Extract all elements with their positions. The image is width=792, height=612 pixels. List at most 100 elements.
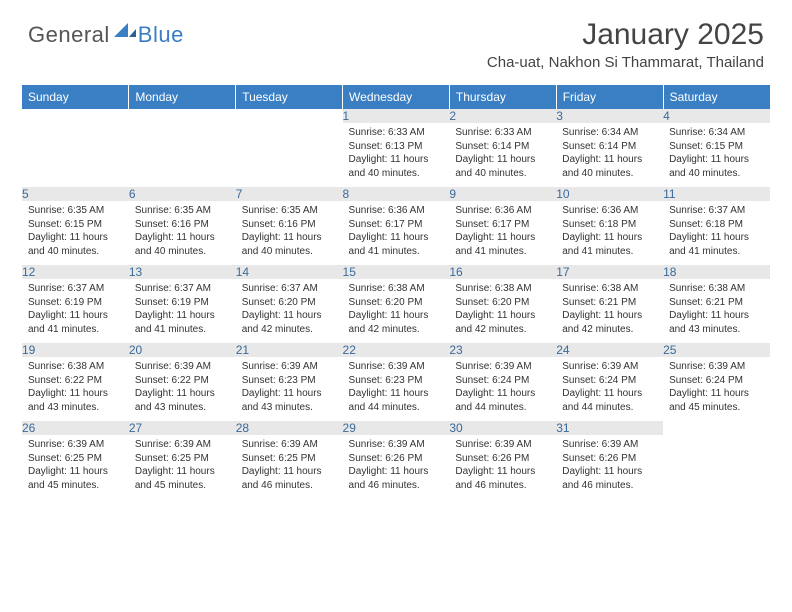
logo: General Blue — [28, 22, 184, 48]
day-cell-7: Sunrise: 6:35 AMSunset: 6:16 PMDaylight:… — [236, 201, 343, 265]
day-header-tuesday: Tuesday — [236, 85, 343, 109]
sunset-line: Sunset: 6:26 PM — [455, 452, 550, 466]
sunrise-line: Sunrise: 6:39 AM — [242, 438, 337, 452]
daylight-line: Daylight: 11 hours and 42 minutes. — [455, 309, 550, 336]
daylight-line: Daylight: 11 hours and 42 minutes. — [562, 309, 657, 336]
sunrise-line: Sunrise: 6:38 AM — [669, 282, 764, 296]
week-content-row: Sunrise: 6:37 AMSunset: 6:19 PMDaylight:… — [22, 279, 770, 343]
sunrise-line: Sunrise: 6:35 AM — [242, 204, 337, 218]
daylight-line: Daylight: 11 hours and 45 minutes. — [135, 465, 230, 492]
sunrise-line: Sunrise: 6:38 AM — [349, 282, 444, 296]
daynum-row: 262728293031 — [22, 421, 770, 435]
sunset-line: Sunset: 6:20 PM — [349, 296, 444, 310]
sunrise-line: Sunrise: 6:36 AM — [562, 204, 657, 218]
daylight-line: Daylight: 11 hours and 43 minutes. — [135, 387, 230, 414]
sunrise-line: Sunrise: 6:37 AM — [135, 282, 230, 296]
day-number-empty — [663, 421, 770, 435]
sunrise-line: Sunrise: 6:39 AM — [455, 360, 550, 374]
day-number-25: 25 — [663, 343, 770, 357]
day-cell-19: Sunrise: 6:38 AMSunset: 6:22 PMDaylight:… — [22, 357, 129, 421]
day-cell-11: Sunrise: 6:37 AMSunset: 6:18 PMDaylight:… — [663, 201, 770, 265]
week-content-row: Sunrise: 6:35 AMSunset: 6:15 PMDaylight:… — [22, 201, 770, 265]
daynum-row: 12131415161718 — [22, 265, 770, 279]
sunset-line: Sunset: 6:16 PM — [135, 218, 230, 232]
sunrise-line: Sunrise: 6:38 AM — [562, 282, 657, 296]
daynum-row: 19202122232425 — [22, 343, 770, 357]
day-number-11: 11 — [663, 187, 770, 201]
sunset-line: Sunset: 6:18 PM — [562, 218, 657, 232]
day-cell-27: Sunrise: 6:39 AMSunset: 6:25 PMDaylight:… — [129, 435, 236, 499]
day-header-thursday: Thursday — [449, 85, 556, 109]
day-number-4: 4 — [663, 109, 770, 123]
daylight-line: Daylight: 11 hours and 41 minutes. — [455, 231, 550, 258]
daylight-line: Daylight: 11 hours and 41 minutes. — [349, 231, 444, 258]
day-number-31: 31 — [556, 421, 663, 435]
sunset-line: Sunset: 6:18 PM — [669, 218, 764, 232]
day-cell-28: Sunrise: 6:39 AMSunset: 6:25 PMDaylight:… — [236, 435, 343, 499]
day-cell-3: Sunrise: 6:34 AMSunset: 6:14 PMDaylight:… — [556, 123, 663, 187]
day-cell-8: Sunrise: 6:36 AMSunset: 6:17 PMDaylight:… — [343, 201, 450, 265]
sunrise-line: Sunrise: 6:39 AM — [135, 438, 230, 452]
daynum-row: 567891011 — [22, 187, 770, 201]
day-number-empty — [236, 109, 343, 123]
day-number-16: 16 — [449, 265, 556, 279]
day-cell-31: Sunrise: 6:39 AMSunset: 6:26 PMDaylight:… — [556, 435, 663, 499]
day-header-friday: Friday — [556, 85, 663, 109]
day-number-18: 18 — [663, 265, 770, 279]
sunset-line: Sunset: 6:17 PM — [349, 218, 444, 232]
day-number-10: 10 — [556, 187, 663, 201]
sunrise-line: Sunrise: 6:34 AM — [562, 126, 657, 140]
sunrise-line: Sunrise: 6:33 AM — [349, 126, 444, 140]
day-number-15: 15 — [343, 265, 450, 279]
day-number-26: 26 — [22, 421, 129, 435]
day-cell-26: Sunrise: 6:39 AMSunset: 6:25 PMDaylight:… — [22, 435, 129, 499]
day-cell-4: Sunrise: 6:34 AMSunset: 6:15 PMDaylight:… — [663, 123, 770, 187]
daylight-line: Daylight: 11 hours and 44 minutes. — [455, 387, 550, 414]
day-cell-22: Sunrise: 6:39 AMSunset: 6:23 PMDaylight:… — [343, 357, 450, 421]
day-header-wednesday: Wednesday — [343, 85, 450, 109]
calendar-table: SundayMondayTuesdayWednesdayThursdayFrid… — [22, 85, 770, 499]
logo-sail-icon — [114, 21, 136, 39]
sunset-line: Sunset: 6:24 PM — [455, 374, 550, 388]
sunset-line: Sunset: 6:20 PM — [242, 296, 337, 310]
daylight-line: Daylight: 11 hours and 43 minutes. — [28, 387, 123, 414]
sunrise-line: Sunrise: 6:39 AM — [135, 360, 230, 374]
sunrise-line: Sunrise: 6:37 AM — [28, 282, 123, 296]
sunrise-line: Sunrise: 6:37 AM — [242, 282, 337, 296]
day-cell-23: Sunrise: 6:39 AMSunset: 6:24 PMDaylight:… — [449, 357, 556, 421]
sunset-line: Sunset: 6:21 PM — [669, 296, 764, 310]
week-content-row: Sunrise: 6:39 AMSunset: 6:25 PMDaylight:… — [22, 435, 770, 499]
daylight-line: Daylight: 11 hours and 40 minutes. — [669, 153, 764, 180]
day-cell-5: Sunrise: 6:35 AMSunset: 6:15 PMDaylight:… — [22, 201, 129, 265]
day-header-saturday: Saturday — [663, 85, 770, 109]
sunset-line: Sunset: 6:17 PM — [455, 218, 550, 232]
daylight-line: Daylight: 11 hours and 46 minutes. — [349, 465, 444, 492]
sunset-line: Sunset: 6:14 PM — [562, 140, 657, 154]
daylight-line: Daylight: 11 hours and 40 minutes. — [349, 153, 444, 180]
sunrise-line: Sunrise: 6:39 AM — [349, 360, 444, 374]
sunrise-line: Sunrise: 6:35 AM — [135, 204, 230, 218]
day-number-14: 14 — [236, 265, 343, 279]
day-number-24: 24 — [556, 343, 663, 357]
sunrise-line: Sunrise: 6:39 AM — [562, 438, 657, 452]
day-cell-empty — [22, 123, 129, 187]
daylight-line: Daylight: 11 hours and 44 minutes. — [562, 387, 657, 414]
day-number-12: 12 — [22, 265, 129, 279]
day-number-22: 22 — [343, 343, 450, 357]
day-cell-21: Sunrise: 6:39 AMSunset: 6:23 PMDaylight:… — [236, 357, 343, 421]
day-cell-empty — [663, 435, 770, 499]
day-number-9: 9 — [449, 187, 556, 201]
daylight-line: Daylight: 11 hours and 40 minutes. — [28, 231, 123, 258]
day-number-23: 23 — [449, 343, 556, 357]
day-number-27: 27 — [129, 421, 236, 435]
sunset-line: Sunset: 6:19 PM — [28, 296, 123, 310]
location: Cha-uat, Nakhon Si Thammarat, Thailand — [487, 54, 764, 71]
day-cell-10: Sunrise: 6:36 AMSunset: 6:18 PMDaylight:… — [556, 201, 663, 265]
sunrise-line: Sunrise: 6:34 AM — [669, 126, 764, 140]
day-cell-25: Sunrise: 6:39 AMSunset: 6:24 PMDaylight:… — [663, 357, 770, 421]
day-number-empty — [22, 109, 129, 123]
sunset-line: Sunset: 6:15 PM — [28, 218, 123, 232]
day-cell-12: Sunrise: 6:37 AMSunset: 6:19 PMDaylight:… — [22, 279, 129, 343]
sunset-line: Sunset: 6:26 PM — [562, 452, 657, 466]
day-number-7: 7 — [236, 187, 343, 201]
